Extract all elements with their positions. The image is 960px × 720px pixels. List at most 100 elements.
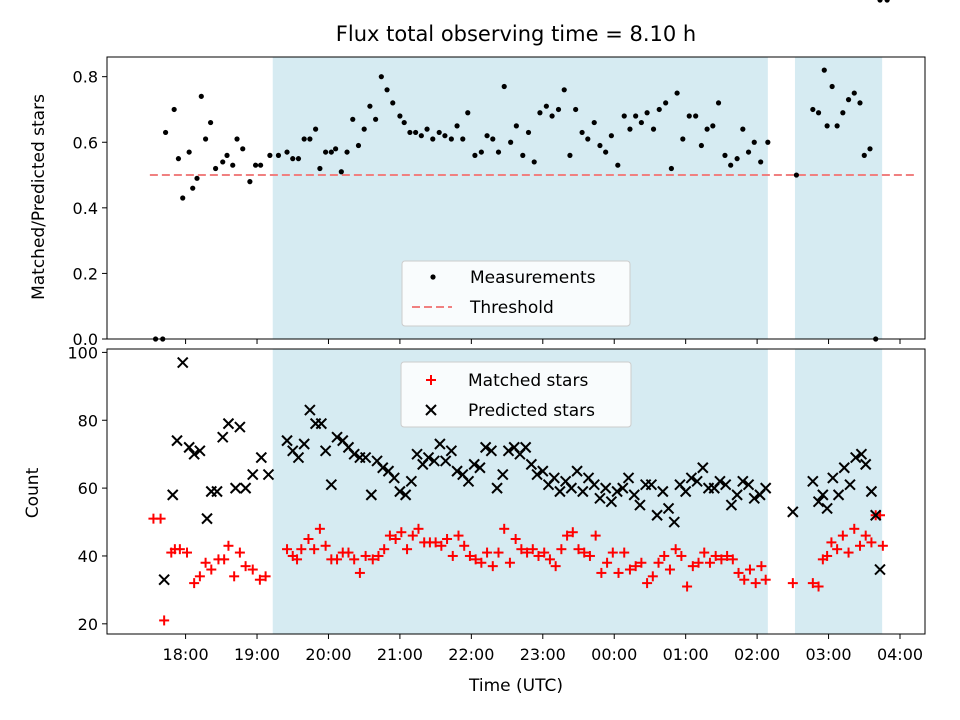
- predicted-stars-point: [634, 499, 646, 511]
- count-y-axis-label: Count: [23, 467, 43, 518]
- matched-stars-point: [453, 530, 464, 541]
- measurement-point: [290, 156, 296, 162]
- legend-matched-marker: [426, 375, 436, 385]
- measurement-point: [857, 100, 863, 106]
- measurement-point: [234, 136, 240, 142]
- matched-stars-point: [877, 540, 888, 551]
- predicted-stars-point: [491, 482, 503, 494]
- measurement-point: [267, 152, 273, 158]
- x-tick-label: 04:00: [877, 645, 923, 664]
- matched-stars-point: [722, 550, 733, 561]
- measurement-point: [549, 113, 555, 119]
- predicted-stars-point-b: [691, 475, 703, 488]
- matched-stars-point: [676, 550, 687, 561]
- count-legend: Matched stars Predicted stars: [400, 361, 632, 428]
- measurement-point: [436, 129, 442, 136]
- ratio-y-axis-label: Matched/Predicted stars: [29, 94, 49, 300]
- predicted-stars-point-b: [394, 485, 406, 498]
- measurement-point: [543, 103, 549, 109]
- legend-predicted-label: Predicted stars: [468, 401, 595, 421]
- predicted-stars-point-b: [502, 445, 515, 457]
- matched-stars-point: [442, 534, 453, 544]
- measurement-point: [638, 119, 644, 126]
- measurement-point: [851, 90, 857, 96]
- measurement-point: [401, 119, 407, 126]
- measurement-point: [373, 116, 379, 122]
- legend-threshold-label: Threshold: [469, 298, 554, 318]
- predicted-stars-point: [365, 489, 378, 501]
- predicted-stars-point-b: [158, 574, 170, 586]
- predicted-stars-point: [748, 492, 760, 504]
- matched-stars-point: [219, 554, 230, 565]
- matched-stars-point: [396, 527, 407, 538]
- measurement-point: [323, 149, 329, 155]
- measurement-point: [829, 83, 835, 90]
- measurement-point: [840, 110, 846, 116]
- predicted-stars-point-b: [439, 455, 452, 467]
- shaded-interval-2: [794, 349, 883, 634]
- predicted-stars-point-b: [319, 445, 332, 457]
- predicted-stars-point-b: [229, 482, 242, 494]
- predicted-stars-point: [468, 458, 480, 471]
- ratio-axes: 0.0 0.2 0.4 0.6 0.8 Measurements Threshold: [73, 0, 926, 349]
- matched-stars-point: [436, 540, 447, 551]
- predicted-stars-point-b: [634, 499, 646, 511]
- predicted-stars-point: [462, 475, 475, 488]
- predicted-stars-point-b: [645, 479, 658, 491]
- predicted-stars-point: [719, 479, 732, 491]
- matched-stars-point: [159, 615, 170, 626]
- predicted-stars-point: [874, 563, 886, 576]
- predicted-stars-point: [849, 451, 862, 464]
- ratio-legend: Measurements Threshold: [401, 260, 631, 327]
- predicted-stars-point: [247, 468, 259, 481]
- measurement-point: [212, 165, 219, 172]
- predicted-stars-point: [201, 512, 213, 525]
- matched-stars-point: [602, 557, 613, 568]
- measurement-point: [728, 162, 734, 168]
- legend-predicted-marker-b: [425, 404, 437, 416]
- measurement-point: [793, 172, 800, 178]
- measurement-point: [338, 169, 344, 175]
- predicted-stars-point: [497, 468, 509, 481]
- predicted-stars-point-b: [611, 485, 623, 498]
- measurement-point: [240, 146, 246, 152]
- predicted-stars-point-b: [222, 417, 235, 430]
- predicted-stars-point-b: [377, 462, 389, 474]
- measurement-point: [810, 106, 816, 113]
- matched-stars-point: [584, 550, 595, 561]
- matched-stars-point: [613, 567, 624, 578]
- matched-stars-point: [254, 574, 265, 585]
- measurement-point: [656, 106, 662, 113]
- predicted-stars-point: [377, 462, 389, 474]
- y-tick-label: 100: [67, 343, 98, 362]
- predicted-stars-point: [622, 472, 635, 484]
- predicted-stars-point-b: [859, 458, 872, 471]
- predicted-stars-point-b: [685, 472, 698, 484]
- predicted-stars-point: [211, 485, 223, 498]
- matched-stars-point: [744, 564, 755, 575]
- predicted-stars-point-b: [371, 455, 383, 467]
- matched-stars-point: [487, 561, 498, 572]
- measurement-point: [484, 133, 490, 139]
- matched-stars-point: [573, 544, 584, 555]
- measurement-point: [555, 106, 562, 113]
- x-tick-label: 18:00: [163, 645, 209, 664]
- predicted-stars-point: [359, 451, 372, 464]
- predicted-stars-point: [537, 465, 549, 477]
- matched-stars-point: [807, 578, 818, 589]
- matched-stars-point: [866, 537, 877, 548]
- predicted-stars-point: [194, 445, 206, 457]
- matched-stars-point: [430, 537, 441, 548]
- measurement-point: [472, 152, 478, 158]
- measurement-point: [424, 126, 430, 132]
- measurement-point: [460, 136, 466, 142]
- count-axes: 20 40 60 80 100 18:00 19:00 20:00 21:00 22:00 23:0…: [67, 343, 926, 664]
- matched-stars-point: [624, 564, 635, 575]
- predicted-stars-point: [565, 482, 578, 494]
- shaded-interval-2: [794, 57, 883, 339]
- measurement-point: [171, 106, 177, 113]
- matched-stars-point: [693, 557, 704, 568]
- predicted-stars-point-b: [812, 495, 825, 508]
- measurement-point: [257, 162, 264, 168]
- predicted-stars-point: [821, 502, 833, 515]
